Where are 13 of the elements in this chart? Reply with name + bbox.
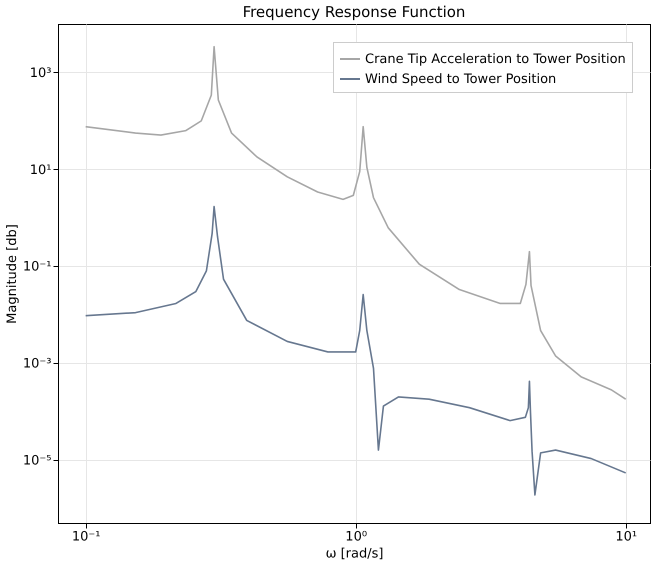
legend-label: Wind Speed to Tower Position xyxy=(365,72,556,87)
x-tick-label: 10⁰ xyxy=(345,530,368,544)
chart-title: Frequency Response Function xyxy=(242,3,466,21)
y-tick-label: 10⁻⁵ xyxy=(22,453,52,468)
y-axis-title: Magnitude [db] xyxy=(4,224,20,324)
y-tick-label: 10¹ xyxy=(30,162,52,178)
x-tick-label: 10¹ xyxy=(615,530,638,544)
x-axis-title: ω [rad/s] xyxy=(326,546,384,562)
legend-label: Crane Tip Acceleration to Tower Position xyxy=(365,52,626,67)
x-tick-label: 10⁻¹ xyxy=(72,530,100,544)
y-tick-label: 10³ xyxy=(30,66,52,81)
y-tick-label: 10⁻³ xyxy=(22,356,52,372)
y-tick-label: 10⁻¹ xyxy=(22,260,52,275)
